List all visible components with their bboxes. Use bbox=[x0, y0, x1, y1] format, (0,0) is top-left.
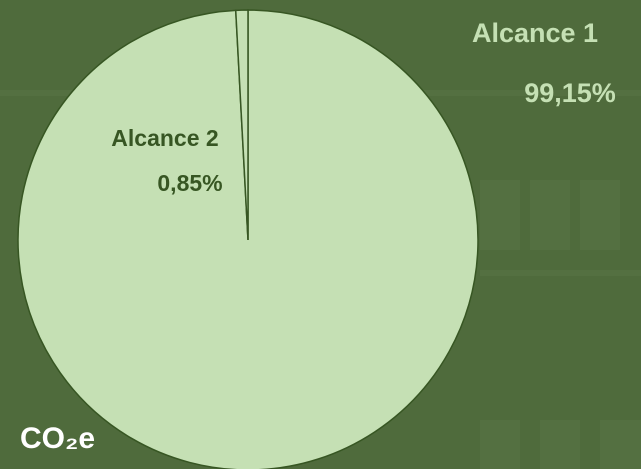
value-label: 0,85% bbox=[157, 170, 222, 196]
category-label: Alcance 2 bbox=[111, 125, 218, 151]
category-label: Alcance 1 bbox=[472, 18, 598, 48]
pie-slice bbox=[234, 9, 249, 241]
value-label: 99,15% bbox=[524, 78, 616, 108]
unit-label: CO₂e bbox=[20, 422, 95, 455]
pie-slice bbox=[17, 9, 479, 469]
